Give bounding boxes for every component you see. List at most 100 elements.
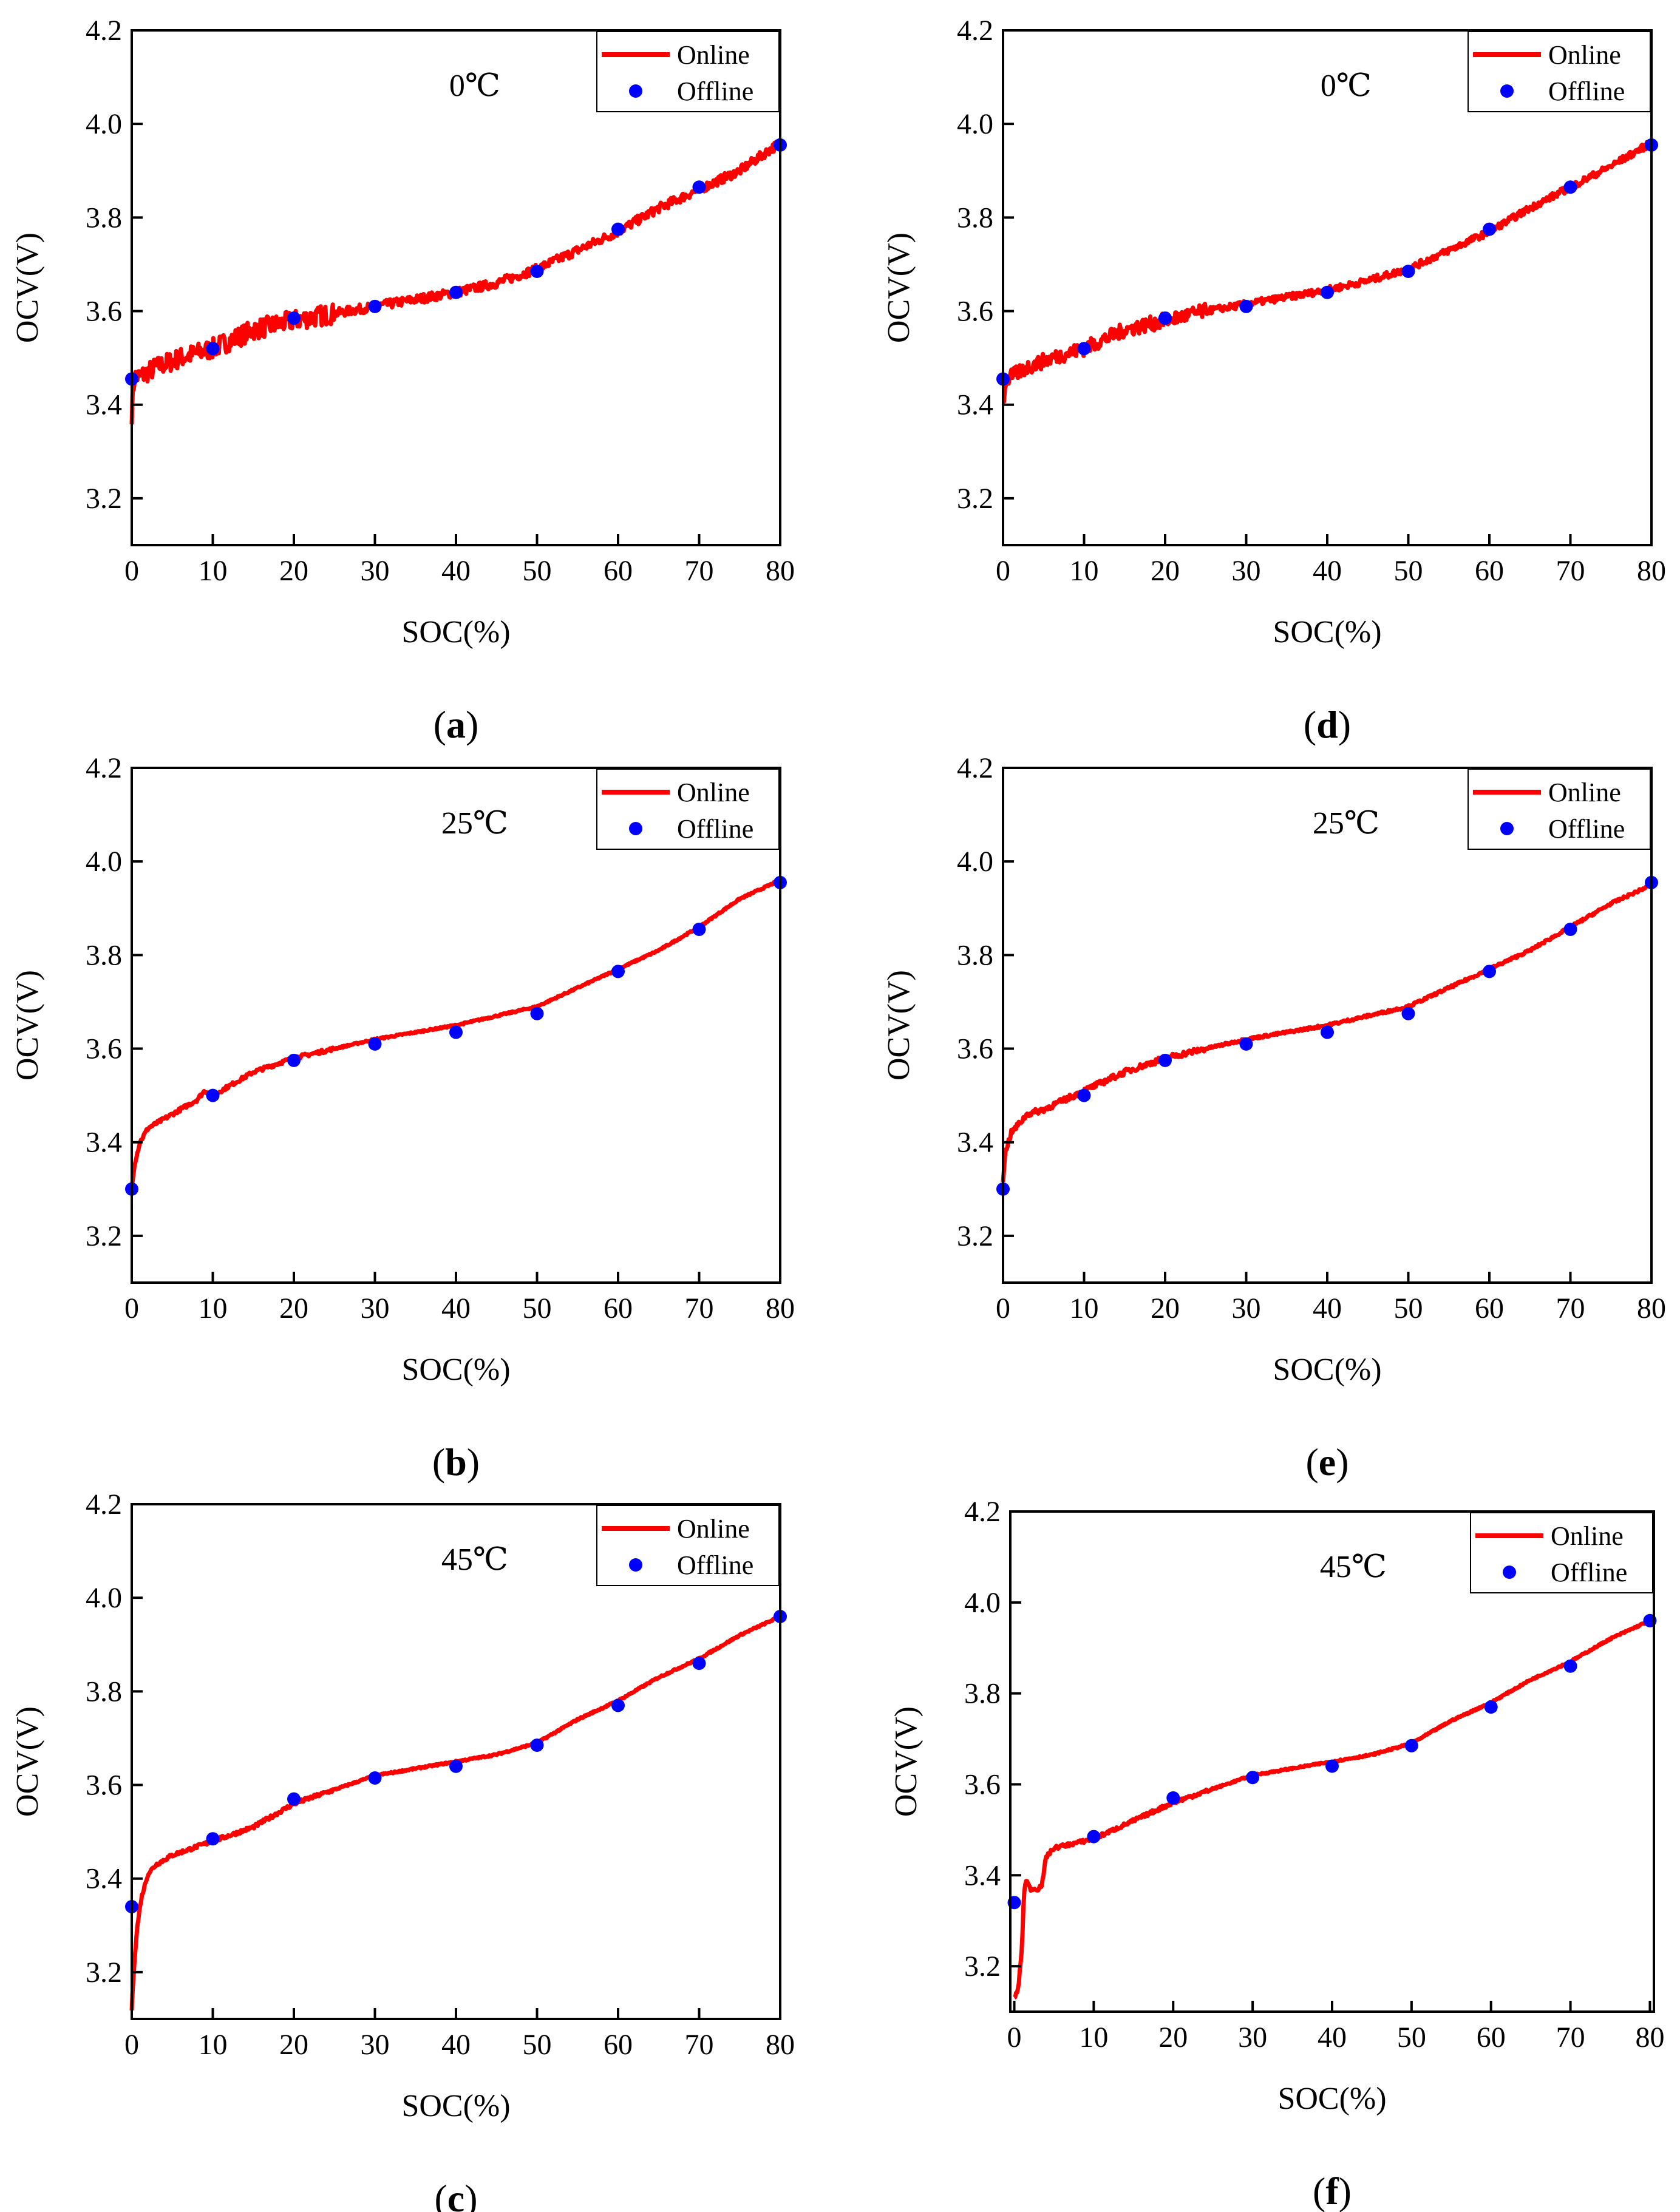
- x-tick-label: 40: [441, 1292, 471, 1325]
- legend-online-label: Online: [1551, 1521, 1624, 1551]
- x-axis-title: SOC(%): [401, 1352, 510, 1387]
- legend: Online Offline: [596, 1505, 780, 1586]
- y-tick-label: 4.2: [86, 752, 122, 784]
- x-axis-title: SOC(%): [1273, 615, 1381, 650]
- y-tick-label: 4.0: [957, 108, 993, 140]
- x-tick-label: 80: [766, 555, 795, 587]
- y-tick-label: 3.2: [957, 1220, 993, 1252]
- x-tick-label: 0: [996, 1292, 1010, 1325]
- series-offline-point: [611, 1698, 625, 1712]
- y-tick-label: 3.2: [957, 483, 993, 515]
- y-tick-label: 4.0: [86, 1582, 122, 1614]
- chart-panel-c: 0 10 20 30 40 50 60 70 80 3.2 3.4 3.6 3.8 4.0 4.2 SOC(%…: [10, 1488, 795, 2212]
- chart-panel-a: 0 10 20 30 40 50 60 70 80 3.2 3.4 3.6 3.8 4.0 4.2 SOC(%…: [10, 15, 795, 746]
- y-tick-label: 4.0: [86, 846, 122, 878]
- series-offline-point: [611, 222, 625, 236]
- series-offline-point: [1563, 922, 1577, 936]
- legend-box: [1467, 31, 1651, 112]
- y-tick-label: 3.2: [86, 1956, 122, 1989]
- x-tick-label: 50: [1394, 555, 1423, 587]
- y-tick-label: 3.4: [86, 1127, 122, 1159]
- legend-offline-label: Offline: [677, 814, 753, 844]
- series-offline-point: [287, 1053, 301, 1067]
- temperature-label: 0℃: [1321, 69, 1372, 103]
- chart-panel-f: 0 10 20 30 40 50 60 70 80 3.2 3.4 3.6 3.8 4.0 4.2 SOC(%…: [889, 1496, 1664, 2212]
- temperature-label: 25℃: [441, 806, 508, 841]
- y-tick-label: 3.4: [957, 1127, 993, 1159]
- series-offline-point: [1321, 285, 1334, 299]
- x-tick-label: 10: [199, 2029, 228, 2061]
- y-tick-label: 4.0: [957, 846, 993, 878]
- legend: Online Offline: [1467, 768, 1651, 850]
- y-tick-label: 3.6: [86, 1769, 122, 1802]
- series-offline-point: [611, 965, 625, 979]
- x-tick-label: 30: [361, 2029, 390, 2061]
- series-offline-point: [1166, 1791, 1180, 1805]
- series-online-line: [129, 878, 782, 1189]
- x-tick-label: 40: [441, 2029, 471, 2061]
- x-tick-label: 0: [1007, 2021, 1022, 2054]
- y-tick-label: 4.2: [957, 752, 993, 784]
- x-axis-title: SOC(%): [1273, 1352, 1381, 1387]
- y-axis-title: OCV(V): [889, 1706, 923, 1817]
- y-tick-label: 3.8: [957, 202, 993, 234]
- x-tick-label: 70: [1556, 555, 1585, 587]
- x-tick-label: 40: [441, 555, 471, 587]
- panel-label: (f): [1313, 2170, 1352, 2212]
- series-offline-point: [1321, 1025, 1334, 1039]
- series-offline-point: [530, 1006, 544, 1020]
- legend-online-label: Online: [1548, 40, 1621, 70]
- x-tick-label: 20: [1151, 555, 1180, 587]
- y-tick-label: 4.2: [957, 15, 993, 47]
- x-tick-label: 70: [685, 555, 714, 587]
- y-axis-title: OCV(V): [882, 970, 916, 1081]
- series-offline-point: [692, 1657, 706, 1671]
- legend-offline-label: Offline: [1548, 76, 1625, 106]
- legend-online-label: Online: [1548, 778, 1621, 807]
- series-offline-point: [692, 180, 706, 194]
- series-offline-point: [206, 1832, 220, 1846]
- legend-box: [1470, 1512, 1653, 1593]
- series-offline-point: [1325, 1759, 1339, 1773]
- x-axis-title: SOC(%): [401, 2089, 510, 2123]
- x-tick-label: 50: [523, 2029, 552, 2061]
- y-tick-label: 3.6: [86, 1033, 122, 1065]
- series-offline-point: [1246, 1771, 1260, 1785]
- x-tick-label: 0: [996, 555, 1010, 587]
- temperature-label: 25℃: [1313, 806, 1379, 841]
- x-axis-title: SOC(%): [1277, 2081, 1386, 2116]
- series-online-line: [129, 1614, 781, 2011]
- series-offline-point: [449, 1759, 463, 1773]
- panel-label: (e): [1305, 1440, 1348, 1484]
- x-tick-label: 70: [1556, 2021, 1585, 2054]
- x-tick-label: 70: [685, 1292, 714, 1325]
- x-tick-label: 30: [1232, 1292, 1261, 1325]
- x-tick-label: 20: [279, 555, 308, 587]
- x-tick-label: 20: [1158, 2021, 1188, 2054]
- series-offline-point: [530, 265, 544, 279]
- series-offline-point: [1483, 965, 1496, 979]
- x-tick-label: 30: [1232, 555, 1261, 587]
- legend-offline-label: Offline: [1548, 814, 1625, 844]
- chart-panel-b: 0 10 20 30 40 50 60 70 80 3.2 3.4 3.6 3.8 4.0 4.2 SOC(%…: [10, 752, 795, 1484]
- x-tick-label: 60: [1477, 2021, 1506, 2054]
- series-offline-point: [368, 299, 382, 313]
- panel-label: (b): [432, 1440, 480, 1484]
- y-tick-label: 4.2: [964, 1496, 1001, 1528]
- series-offline-point: [449, 285, 463, 299]
- y-tick-label: 4.2: [86, 1488, 122, 1521]
- x-tick-label: 50: [523, 1292, 552, 1325]
- legend-box: [596, 1505, 780, 1586]
- x-tick-label: 0: [124, 2029, 139, 2061]
- x-tick-label: 40: [1313, 555, 1342, 587]
- x-tick-label: 20: [1151, 1292, 1180, 1325]
- x-tick-label: 60: [1475, 555, 1504, 587]
- x-tick-label: 10: [199, 555, 228, 587]
- y-axis-title: OCV(V): [882, 232, 916, 343]
- y-tick-label: 3.6: [957, 1033, 993, 1065]
- legend-online-label: Online: [677, 778, 750, 807]
- chart-panel-d: 0 10 20 30 40 50 60 70 80 3.2 3.4 3.6 3.8 4.0 4.2 SOC(%…: [882, 15, 1666, 746]
- x-tick-label: 10: [1070, 555, 1099, 587]
- x-tick-label: 80: [1637, 1292, 1666, 1325]
- x-tick-label: 10: [1079, 2021, 1108, 2054]
